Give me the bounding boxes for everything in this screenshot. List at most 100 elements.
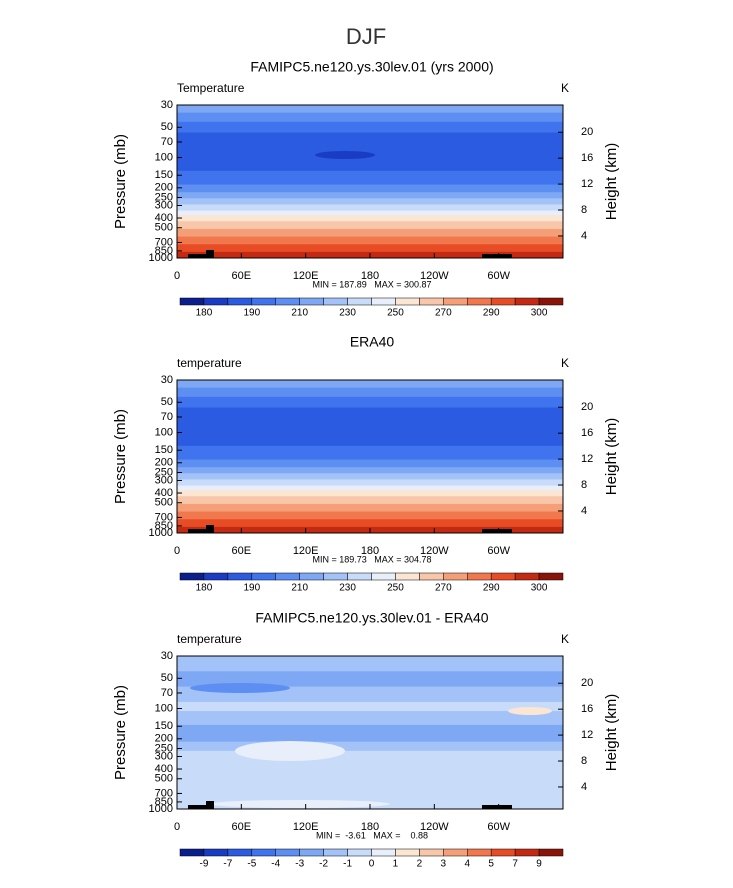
contour-band bbox=[177, 105, 563, 114]
colorbar-label: 4 bbox=[464, 859, 470, 870]
colorbar-label: 290 bbox=[483, 308, 500, 319]
colorbar-box bbox=[443, 572, 468, 581]
x-tick-label: 120W bbox=[420, 270, 449, 282]
topography bbox=[188, 529, 208, 533]
y-axis-label: Pressure (mb) bbox=[112, 409, 129, 504]
colorbar-label: 1 bbox=[393, 859, 399, 870]
units-label: K bbox=[561, 632, 569, 646]
colorbar-box bbox=[299, 297, 324, 306]
colorbar-box bbox=[395, 848, 420, 857]
x-tick-label: 180 bbox=[361, 270, 379, 282]
contour-band bbox=[177, 750, 563, 810]
contour-band bbox=[177, 210, 563, 216]
colorbar-box bbox=[538, 848, 564, 857]
contour-band bbox=[177, 407, 563, 447]
colorbar-box bbox=[275, 848, 300, 857]
y-tick-label: 50 bbox=[161, 396, 173, 408]
y-tick-label: 300 bbox=[155, 750, 173, 762]
x-tick-label: 120E bbox=[293, 270, 319, 282]
colorbar-label: -7 bbox=[223, 859, 232, 870]
variable-label: Temperature bbox=[177, 81, 245, 95]
topography bbox=[206, 801, 214, 809]
y2-axis-label: Height (km) bbox=[603, 694, 620, 772]
colorbar-label: 3 bbox=[441, 859, 447, 870]
x-tick-label: 120E bbox=[293, 821, 319, 833]
contour-band bbox=[177, 244, 563, 253]
y2-tick-label: 8 bbox=[581, 755, 587, 767]
contour-blob bbox=[508, 707, 552, 715]
y-tick-label: 50 bbox=[161, 121, 173, 133]
colorbar-box bbox=[514, 572, 540, 581]
y-tick-label: 500 bbox=[155, 222, 173, 234]
y-tick-label: 700 bbox=[155, 511, 173, 523]
y-tick-label: 700 bbox=[155, 787, 173, 799]
x-tick-label: 60W bbox=[487, 545, 510, 557]
contour-band bbox=[177, 215, 563, 222]
contour-band bbox=[177, 132, 563, 172]
colorbar-label: -2 bbox=[319, 859, 328, 870]
colorbar-box bbox=[371, 572, 396, 581]
colorbar-box bbox=[443, 297, 468, 306]
contour-band bbox=[177, 671, 563, 688]
x-tick-label: 0 bbox=[174, 545, 180, 557]
contour-band bbox=[177, 204, 563, 212]
colorbar-box bbox=[514, 848, 540, 857]
colorbar-label: -9 bbox=[199, 859, 208, 870]
y-tick-label: 500 bbox=[155, 773, 173, 785]
y2-tick-label: 12 bbox=[581, 178, 593, 190]
y2-tick-label: 12 bbox=[581, 729, 593, 741]
colorbar-box bbox=[227, 297, 253, 306]
y-tick-label: 70 bbox=[161, 687, 173, 699]
colorbar-box bbox=[251, 848, 276, 857]
colorbar-box bbox=[419, 297, 444, 306]
colorbar-label: 2 bbox=[417, 859, 423, 870]
panel: FAMIPC5.ne120.ys.30lev.01 (yrs 2000) Temp… bbox=[112, 59, 620, 319]
contour-band bbox=[177, 121, 563, 134]
panel: ERA40 temperature K Pressure (mb) Height (km… bbox=[112, 334, 620, 594]
colorbar-label: -5 bbox=[247, 859, 256, 870]
contour-band bbox=[177, 741, 563, 752]
colorbar-box bbox=[323, 297, 348, 306]
y-tick-label: 1000 bbox=[149, 803, 173, 815]
colorbar-box bbox=[538, 297, 564, 306]
contour-band bbox=[177, 112, 563, 123]
contour-band bbox=[177, 380, 563, 389]
y2-axis-label: Height (km) bbox=[603, 418, 620, 496]
colorbar-box bbox=[299, 848, 324, 857]
colorbar-box bbox=[299, 572, 324, 581]
contour-band bbox=[177, 228, 563, 238]
colorbar-box bbox=[490, 572, 516, 581]
colorbar-box bbox=[467, 848, 492, 857]
contour-band bbox=[177, 221, 563, 230]
colorbar-box bbox=[275, 572, 300, 581]
y-axis-label: Pressure (mb) bbox=[112, 134, 129, 229]
units-label: K bbox=[561, 356, 569, 370]
colorbar-box bbox=[323, 572, 348, 581]
y-tick-label: 30 bbox=[161, 650, 173, 662]
y-tick-label: 150 bbox=[155, 169, 173, 181]
contour-band bbox=[177, 192, 563, 199]
topography bbox=[482, 805, 512, 809]
topography bbox=[482, 254, 512, 258]
topography bbox=[206, 525, 214, 533]
contour-band bbox=[177, 459, 563, 468]
colorbar-box bbox=[347, 848, 372, 857]
colorbar-box bbox=[395, 572, 420, 581]
colorbar-box bbox=[371, 297, 396, 306]
y-tick-label: 250 bbox=[155, 191, 173, 203]
contour-band bbox=[177, 467, 563, 474]
y-tick-label: 100 bbox=[155, 426, 173, 438]
colorbar-box bbox=[203, 572, 229, 581]
y-tick-label: 150 bbox=[155, 720, 173, 732]
x-tick-label: 180 bbox=[361, 821, 379, 833]
x-tick-label: 60W bbox=[487, 821, 510, 833]
y-tick-label: 70 bbox=[161, 136, 173, 148]
contour-band bbox=[177, 479, 563, 487]
colorbar-box bbox=[179, 297, 205, 306]
colorbar-box bbox=[419, 848, 444, 857]
colorbar-box bbox=[179, 572, 205, 581]
y2-tick-label: 16 bbox=[581, 427, 593, 439]
colorbar-box bbox=[347, 572, 372, 581]
panel-title: FAMIPC5.ne120.ys.30lev.01 - ERA40 bbox=[255, 610, 488, 626]
